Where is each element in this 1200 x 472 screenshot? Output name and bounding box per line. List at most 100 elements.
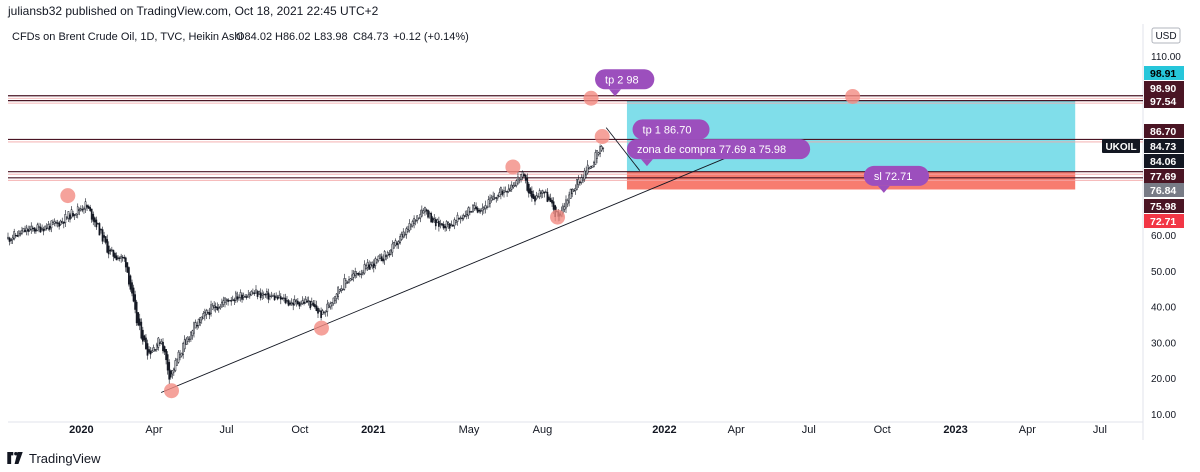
candle: [262, 293, 265, 296]
candle: [131, 282, 133, 294]
candle: [188, 338, 191, 341]
candle: [142, 329, 144, 342]
candle: [424, 207, 426, 213]
candle: [208, 312, 211, 316]
marker-point[interactable]: [313, 320, 329, 336]
candle: [284, 297, 287, 304]
candle: [345, 280, 347, 285]
candle: [599, 146, 601, 154]
candle: [202, 313, 205, 319]
candle: [307, 300, 310, 302]
candle: [549, 198, 552, 203]
candle: [538, 190, 541, 198]
candle: [241, 294, 243, 300]
marker-point[interactable]: [594, 129, 610, 145]
price-label: 76.84: [1150, 185, 1176, 197]
candle: [213, 304, 216, 308]
candle: [287, 300, 290, 306]
marker-point[interactable]: [60, 188, 76, 204]
candle: [258, 291, 260, 295]
candle: [36, 224, 39, 231]
candle: [445, 221, 448, 228]
candle: [487, 199, 490, 208]
candle: [593, 162, 595, 167]
candle: [19, 233, 22, 235]
callout-text: tp 1 86.70: [643, 124, 692, 136]
price-label-box: [1144, 214, 1184, 228]
marker-point[interactable]: [583, 90, 599, 106]
candle: [602, 147, 605, 149]
candle: [326, 303, 329, 312]
candle: [248, 293, 251, 297]
candle: [537, 196, 539, 198]
candle: [194, 322, 197, 329]
trendline[interactable]: [160, 148, 748, 393]
callout-box[interactable]: [626, 139, 811, 160]
candle: [414, 220, 417, 222]
candle: [430, 213, 432, 223]
marker-point[interactable]: [505, 159, 521, 175]
candle: [211, 305, 214, 310]
candle: [527, 183, 530, 194]
candle: [264, 294, 267, 296]
projection-line[interactable]: [605, 127, 641, 171]
marker-point[interactable]: [550, 209, 566, 225]
candle: [484, 205, 487, 209]
price-label-box: [1144, 81, 1184, 95]
x-tick-label: May: [459, 424, 480, 436]
callout-box[interactable]: [595, 69, 655, 90]
candle: [69, 214, 71, 220]
candle: [447, 222, 450, 225]
price-label: 97.54: [1150, 96, 1176, 108]
candle: [303, 301, 305, 304]
price-label-box: [1144, 183, 1184, 197]
marker-point[interactable]: [845, 88, 861, 104]
candle: [295, 300, 298, 303]
candle: [481, 207, 484, 212]
candle: [489, 197, 491, 204]
candle: [456, 214, 459, 222]
candle: [152, 347, 155, 352]
candle: [72, 213, 74, 217]
callout-box[interactable]: [632, 119, 710, 140]
candle: [433, 218, 436, 221]
candle: [225, 299, 228, 301]
candle: [231, 298, 234, 301]
candle: [52, 222, 54, 225]
candle: [123, 257, 126, 259]
candle: [177, 351, 180, 363]
candle: [162, 341, 164, 352]
candle: [372, 263, 375, 268]
candle: [436, 219, 439, 223]
candle: [259, 292, 262, 299]
candle: [600, 146, 603, 151]
candle: [100, 229, 102, 231]
candle: [169, 370, 172, 378]
price-label: 98.91: [1150, 68, 1176, 80]
candle: [317, 307, 319, 314]
candle: [427, 210, 429, 218]
candle: [340, 288, 343, 291]
tradingview-footer[interactable]: TradingView: [6, 449, 101, 467]
candle: [453, 219, 456, 227]
price-label-box: [1144, 66, 1184, 80]
candle: [171, 370, 174, 375]
candle: [348, 279, 350, 283]
candle: [391, 243, 394, 253]
price-label: 98.90: [1150, 83, 1176, 95]
candle: [115, 255, 118, 261]
candle: [341, 288, 344, 291]
candle: [588, 167, 591, 170]
price-label-box: [1144, 154, 1184, 168]
candle: [591, 165, 594, 168]
callout-box[interactable]: [863, 165, 930, 186]
candle: [368, 264, 370, 270]
candle: [137, 312, 140, 326]
currency-badge[interactable]: [1151, 27, 1181, 44]
candle: [462, 215, 465, 219]
candle: [28, 228, 31, 231]
candle: [121, 256, 124, 259]
marker-point[interactable]: [164, 383, 180, 399]
candle: [397, 241, 400, 245]
